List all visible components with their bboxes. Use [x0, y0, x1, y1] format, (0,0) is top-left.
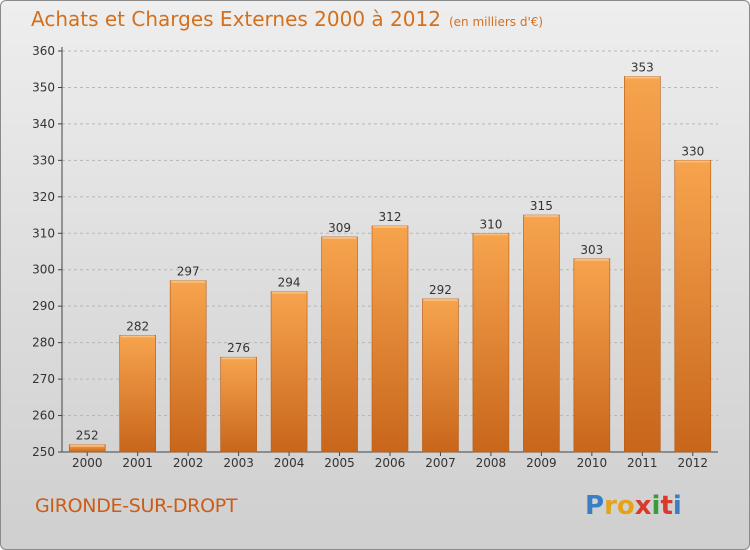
y-tick-label: 340 [32, 117, 55, 131]
logo-letter: o [616, 491, 635, 521]
bar [270, 291, 308, 453]
bar-highlight [373, 225, 407, 228]
data-label: 294 [278, 276, 301, 290]
bar [674, 160, 712, 453]
bar [119, 335, 156, 453]
bars [68, 76, 712, 453]
bar [321, 236, 358, 453]
bar-highlight [574, 258, 609, 261]
y-tick-label: 310 [32, 226, 55, 240]
data-label: 276 [227, 341, 250, 355]
bar-highlight [70, 444, 105, 447]
bar-highlight [675, 160, 710, 163]
x-tick-label: 2012 [677, 456, 708, 470]
logo-letter: i [651, 491, 661, 521]
bar [220, 356, 257, 453]
commune-name: GIRONDE-SUR-DROPT [35, 495, 238, 517]
bar [371, 225, 409, 453]
y-tick-label: 280 [32, 336, 55, 350]
data-label: 309 [328, 221, 351, 235]
data-label: 297 [177, 265, 200, 279]
bar-highlight [625, 76, 660, 79]
y-tick-label: 320 [32, 190, 55, 204]
y-tick-label: 330 [32, 153, 55, 167]
x-tick-label: 2000 [72, 456, 103, 470]
y-tick-label: 350 [32, 80, 55, 94]
x-tick-label: 2003 [223, 456, 254, 470]
data-label: 282 [126, 319, 149, 333]
chart-title-text: Achats et Charges Externes 2000 à 2012 [31, 7, 441, 31]
x-tick-label: 2009 [526, 456, 557, 470]
bar [573, 258, 611, 453]
y-tick-label: 260 [32, 409, 55, 423]
bar-highlight [171, 280, 206, 283]
bar [472, 232, 510, 453]
axes: 250 260 270 280 290 300 310 320 330 340 350 360 2000… [32, 44, 718, 470]
bar [523, 214, 560, 453]
bar-highlight [272, 291, 307, 294]
bar [624, 76, 661, 453]
x-tick-label: 2002 [173, 456, 204, 470]
x-tick-label: 2006 [375, 456, 406, 470]
data-label: 310 [479, 217, 502, 231]
chart-subtitle: (en milliers d'€) [448, 15, 544, 29]
bar [169, 280, 207, 453]
data-label: 353 [631, 61, 654, 75]
data-label: 252 [76, 429, 99, 443]
x-tick-label: 2008 [476, 456, 507, 470]
data-label: 315 [530, 199, 553, 213]
logo-letter: x [634, 491, 652, 521]
x-tick-label: 2004 [274, 456, 305, 470]
y-tick-label: 250 [32, 445, 55, 459]
data-label: 312 [379, 210, 402, 224]
y-tick-label: 290 [32, 299, 55, 313]
bar-highlight [473, 233, 508, 236]
logo-letter: t [660, 491, 673, 521]
x-tick-label: 2005 [324, 456, 355, 470]
data-label: 292 [429, 283, 452, 297]
y-tick-label: 300 [32, 263, 55, 277]
data-label: 330 [681, 144, 704, 158]
data-label: 303 [580, 243, 603, 257]
bar-highlight [524, 215, 559, 218]
bar-highlight [423, 298, 458, 301]
bar [422, 298, 459, 453]
logo-letter: P [585, 491, 605, 521]
bar-highlight [322, 236, 357, 239]
bar-highlight [120, 335, 155, 338]
chart-title: Achats et Charges Externes 2000 à 2012 (e… [31, 7, 543, 31]
x-tick-label: 2007 [425, 456, 456, 470]
logo-letter: r [604, 491, 617, 521]
x-tick-label: 2011 [627, 456, 658, 470]
proxiti-logo[interactable]: Proxiti [585, 491, 682, 521]
x-tick-label: 2010 [577, 456, 608, 470]
x-tick-label: 2001 [122, 456, 153, 470]
data-labels: 252 282 297 276 294 309 312 292 310 315 303 353 330 [76, 61, 704, 443]
y-tick-label: 270 [32, 372, 55, 386]
y-tick-label: 360 [32, 44, 55, 58]
logo-letter: i [672, 491, 682, 521]
bar-highlight [221, 357, 256, 360]
